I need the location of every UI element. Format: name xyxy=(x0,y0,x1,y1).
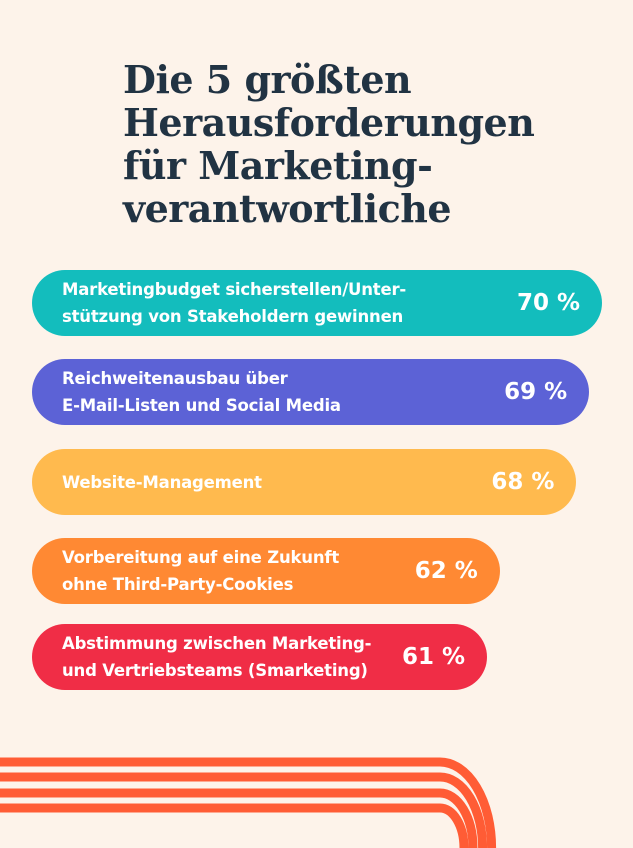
bar-label: Marketingbudget sicherstellen/Unter-stüt… xyxy=(62,276,517,330)
bar-label-line: und Vertriebsteams (Smarketing) xyxy=(62,661,368,680)
bar-label: Website-Management xyxy=(62,469,491,496)
bar-label-line: Vorbereitung auf eine Zukunft xyxy=(62,548,340,567)
bar-label-line: E-Mail-Listen und Social Media xyxy=(62,396,341,415)
bar: Marketingbudget sicherstellen/Unter-stüt… xyxy=(32,270,602,336)
bar-value-label: 61 % xyxy=(401,644,465,670)
bar-value-label: 70 % xyxy=(516,290,580,316)
bar-label-line: Website-Management xyxy=(62,472,262,492)
page-title: Die 5 größten Herausforderungen für Mark… xyxy=(123,58,563,230)
decorative-arc-line xyxy=(0,772,488,848)
title-line: Herausforderungen xyxy=(123,100,535,145)
bar: Vorbereitung auf eine Zukunft ohne Third-… xyxy=(32,538,500,604)
bar-label: Vorbereitung auf eine Zukunft ohne Third-… xyxy=(62,544,415,598)
bar: Reichweitenausbau über E-Mail-Listen und … xyxy=(32,359,590,425)
decorative-arc-line xyxy=(0,803,469,848)
bar: Abstimmung zwischen Marketing-und Vertri… xyxy=(32,624,487,690)
bar: Website-Management 68 % xyxy=(32,449,577,515)
bar-label-line: ohne Third-Party-Cookies xyxy=(62,575,294,594)
decorative-arc-lines xyxy=(0,757,497,848)
bar-label-line: Reichweitenausbau über xyxy=(62,369,288,388)
bar-value-label: 68 % xyxy=(491,469,555,495)
title-line: Die 5 größten xyxy=(123,57,412,102)
bar-label: Reichweitenausbau über E-Mail-Listen und … xyxy=(62,365,504,419)
title-line: verantwortliche xyxy=(123,186,452,231)
bar-label-line: Marketingbudget sicherstellen/Unter- xyxy=(62,280,407,299)
decorative-arc-line xyxy=(0,757,497,848)
bar-label-line: stützung von Stakeholdern gewinnen xyxy=(62,307,404,326)
title-line: für Marketing- xyxy=(123,143,433,188)
bar-value-label: 69 % xyxy=(504,379,568,405)
decorative-arc-line xyxy=(0,788,478,848)
bar-value-label: 62 % xyxy=(414,558,478,584)
bar-label-line: Abstimmung zwischen Marketing- xyxy=(62,634,372,653)
bar-label: Abstimmung zwischen Marketing-und Vertri… xyxy=(62,630,402,684)
